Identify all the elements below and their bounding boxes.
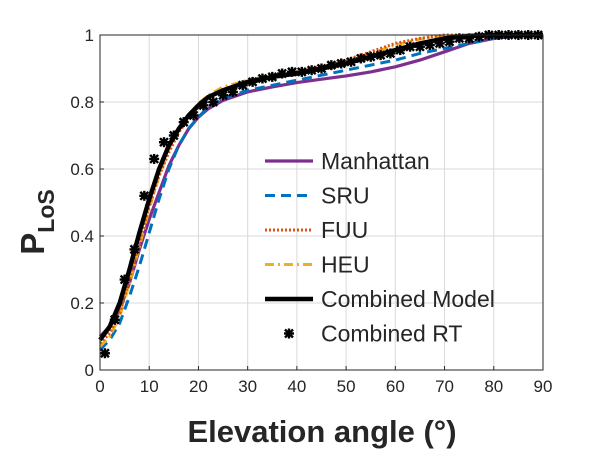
rt-data-point	[119, 274, 130, 285]
rt-data-point	[286, 66, 297, 77]
y-axis-label: PLoS	[14, 189, 59, 254]
x-tick-label: 10	[140, 377, 159, 396]
y-tick-label: 0.4	[70, 227, 94, 246]
rt-data-point	[129, 244, 140, 255]
rt-data-point	[434, 38, 445, 49]
rt-data-point	[375, 50, 386, 61]
rt-data-point	[464, 33, 475, 44]
rt-data-point	[178, 117, 189, 128]
rt-data-point	[336, 58, 347, 69]
series-layer	[98, 30, 544, 359]
legend-marker-combined-rt	[284, 328, 294, 339]
rt-data-point	[405, 41, 416, 52]
rt-data-point	[444, 36, 455, 47]
rt-data-point	[198, 100, 209, 111]
legend: Manhattan SRU FUU HEU Combined Model Combined…	[265, 148, 495, 347]
rt-data-point	[237, 80, 248, 91]
x-tick-label: 60	[386, 377, 405, 396]
rt-data-point	[227, 86, 238, 97]
x-tick-label: 0	[95, 377, 104, 396]
legend-label-combined-model: Combined Model	[321, 286, 495, 312]
plot-area	[100, 35, 543, 370]
plot-frame	[99, 34, 544, 371]
y-tick-label: 0.8	[70, 93, 94, 112]
rt-data-point	[326, 60, 337, 71]
legend-label-combined-rt: Combined RT	[321, 321, 462, 347]
rt-data-point	[474, 31, 485, 42]
rt-data-point	[346, 56, 357, 67]
y-tick-label: 0	[85, 361, 94, 380]
legend-label-sru: SRU	[321, 183, 370, 209]
y-tick-label: 0.6	[70, 160, 94, 179]
rt-data-point	[109, 314, 120, 325]
rt-data-point	[424, 40, 435, 51]
x-tick-label: 70	[435, 377, 454, 396]
y-axis-label-main: P	[14, 233, 51, 255]
rt-data-point	[208, 97, 219, 107]
rt-data-point	[218, 90, 229, 101]
rt-data-point	[365, 51, 376, 62]
rt-data-point	[99, 348, 110, 359]
rt-data-point	[277, 68, 288, 79]
x-tick-label: 30	[238, 377, 257, 396]
legend-label-fuu: FUU	[321, 217, 368, 243]
rt-data-point	[267, 71, 278, 82]
x-tick-label: 20	[189, 377, 208, 396]
rt-data-point	[257, 73, 268, 84]
svg-text:PLoS: PLoS	[14, 189, 59, 254]
x-tick-label: 50	[337, 377, 356, 396]
rt-data-point	[355, 53, 366, 64]
rt-data-point	[139, 190, 150, 201]
series-line-sru	[98, 33, 544, 351]
series-line-fuu	[98, 33, 543, 345]
rt-data-point	[149, 153, 160, 164]
rt-data-point	[306, 65, 317, 76]
rt-data-point	[385, 48, 396, 59]
y-axis-label-sub: LoS	[33, 189, 59, 232]
x-tick-label: 80	[484, 377, 503, 396]
tick-layer: 0 10 20 30 40 50 60 70 80 90 0 0.2 0.4 0.6 0.8 1	[70, 26, 552, 396]
x-tick-label: 90	[534, 377, 553, 396]
y-tick-label: 0.2	[70, 294, 94, 313]
rt-data-point	[414, 41, 425, 52]
rt-data-point	[296, 66, 307, 77]
rt-data-point	[454, 33, 465, 44]
legend-label-heu: HEU	[321, 252, 370, 278]
rt-data-point	[316, 63, 327, 74]
rt-data-point	[188, 110, 199, 121]
x-axis-label: Elevation angle (°)	[187, 414, 456, 449]
rt-data-point	[247, 76, 258, 87]
rt-data-point	[395, 45, 406, 56]
rt-data-point	[168, 130, 179, 141]
x-tick-label: 40	[287, 377, 306, 396]
y-tick-label: 1	[85, 26, 94, 45]
rt-data-point	[158, 137, 169, 148]
legend-label-manhattan: Manhattan	[321, 148, 430, 174]
